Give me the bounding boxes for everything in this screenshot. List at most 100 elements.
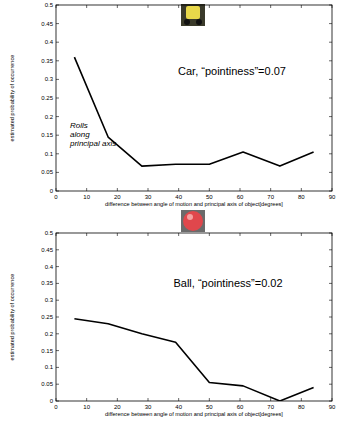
- chart-title: Car, “pointiness”=0.07: [178, 65, 286, 77]
- x-tick-label: 30: [145, 404, 152, 410]
- y-tick-label: 0: [50, 188, 54, 194]
- car-icon: [186, 6, 200, 19]
- x-tick: [117, 233, 118, 236]
- x-tick-label: 70: [267, 404, 274, 410]
- y-tick: [329, 5, 332, 6]
- y-tick-label: 0.4: [45, 39, 54, 45]
- plot-frame: [56, 233, 332, 401]
- panel: 00.050.10.150.20.250.30.350.40.450.50102…: [9, 2, 336, 207]
- y-tick-label: 0.35: [41, 280, 53, 286]
- x-tick: [270, 398, 271, 401]
- y-tick: [56, 384, 59, 385]
- x-tick: [270, 188, 271, 191]
- y-tick: [56, 266, 59, 267]
- x-tick-label: 90: [329, 404, 336, 410]
- x-tick: [56, 398, 57, 401]
- x-tick-label: 70: [267, 194, 274, 200]
- y-tick-label: 0.45: [41, 21, 53, 27]
- y-tick: [329, 384, 332, 385]
- x-tick: [148, 398, 149, 401]
- y-tick: [56, 249, 59, 250]
- x-tick: [148, 5, 149, 8]
- x-tick: [209, 5, 210, 8]
- y-tick: [329, 300, 332, 301]
- y-tick: [329, 266, 332, 267]
- y-tick: [329, 79, 332, 80]
- ball-highlight: [187, 214, 193, 220]
- y-tick-label: 0.05: [41, 169, 53, 175]
- x-tick: [240, 5, 241, 8]
- y-tick: [56, 42, 59, 43]
- x-tick-label: 40: [175, 404, 182, 410]
- y-tick: [56, 172, 59, 173]
- x-tick-label: 0: [54, 404, 58, 410]
- y-tick: [56, 98, 59, 99]
- y-tick-label: 0.3: [45, 76, 54, 82]
- x-tick: [301, 188, 302, 191]
- y-tick: [56, 60, 59, 61]
- x-tick-label: 0: [54, 194, 58, 200]
- y-tick: [56, 153, 59, 154]
- x-tick-label: 20: [114, 194, 121, 200]
- x-tick: [86, 233, 87, 236]
- y-tick-label: 0.5: [45, 2, 54, 8]
- x-tick: [332, 233, 333, 236]
- y-tick: [329, 317, 332, 318]
- ball-icon: [183, 211, 203, 231]
- x-tick: [148, 233, 149, 236]
- y-tick: [329, 249, 332, 250]
- y-tick: [329, 98, 332, 99]
- x-tick: [56, 188, 57, 191]
- panel: 00.050.10.150.20.250.30.350.40.450.50102…: [9, 210, 336, 417]
- y-tick: [329, 116, 332, 117]
- annotation: along: [70, 130, 90, 139]
- y-tick: [329, 42, 332, 43]
- y-tick-label: 0: [50, 398, 54, 404]
- y-tick-label: 0.45: [41, 247, 53, 253]
- data-line: [74, 319, 313, 401]
- y-tick: [56, 191, 59, 192]
- x-tick-label: 50: [206, 194, 213, 200]
- y-tick: [329, 23, 332, 24]
- x-tick: [117, 188, 118, 191]
- data-group: [74, 319, 313, 401]
- figure: 00.050.10.150.20.250.30.350.40.450.50102…: [0, 0, 346, 423]
- y-tick: [329, 401, 332, 402]
- y-tick: [56, 401, 59, 402]
- x-tick: [178, 398, 179, 401]
- x-axis-label: difference between angle of motion and p…: [105, 201, 283, 207]
- x-tick: [240, 233, 241, 236]
- x-tick: [301, 398, 302, 401]
- y-tick: [329, 350, 332, 351]
- y-tick: [56, 5, 59, 6]
- x-tick: [240, 398, 241, 401]
- x-tick-label: 80: [298, 404, 305, 410]
- x-tick: [178, 5, 179, 8]
- y-tick: [329, 191, 332, 192]
- y-tick: [56, 317, 59, 318]
- data-line: [74, 57, 313, 166]
- x-tick: [86, 398, 87, 401]
- x-tick: [332, 398, 333, 401]
- x-tick-label: 10: [83, 404, 90, 410]
- x-tick: [178, 188, 179, 191]
- x-tick: [301, 233, 302, 236]
- plot-frame: [56, 5, 332, 191]
- x-tick: [332, 5, 333, 8]
- x-tick-label: 30: [145, 194, 152, 200]
- y-tick: [329, 333, 332, 334]
- x-tick-label: 60: [237, 194, 244, 200]
- y-tick-label: 0.2: [45, 331, 54, 337]
- x-tick: [178, 233, 179, 236]
- y-tick: [56, 116, 59, 117]
- y-tick-label: 0.25: [41, 314, 53, 320]
- y-tick-label: 0.3: [45, 297, 54, 303]
- x-tick-label: 80: [298, 194, 305, 200]
- annotation: principal axis: [69, 139, 116, 148]
- x-tick: [148, 188, 149, 191]
- y-tick-label: 0.4: [45, 264, 54, 270]
- icon-bg: [181, 210, 205, 232]
- x-tick: [240, 188, 241, 191]
- x-tick-label: 90: [329, 194, 336, 200]
- x-tick: [56, 233, 57, 236]
